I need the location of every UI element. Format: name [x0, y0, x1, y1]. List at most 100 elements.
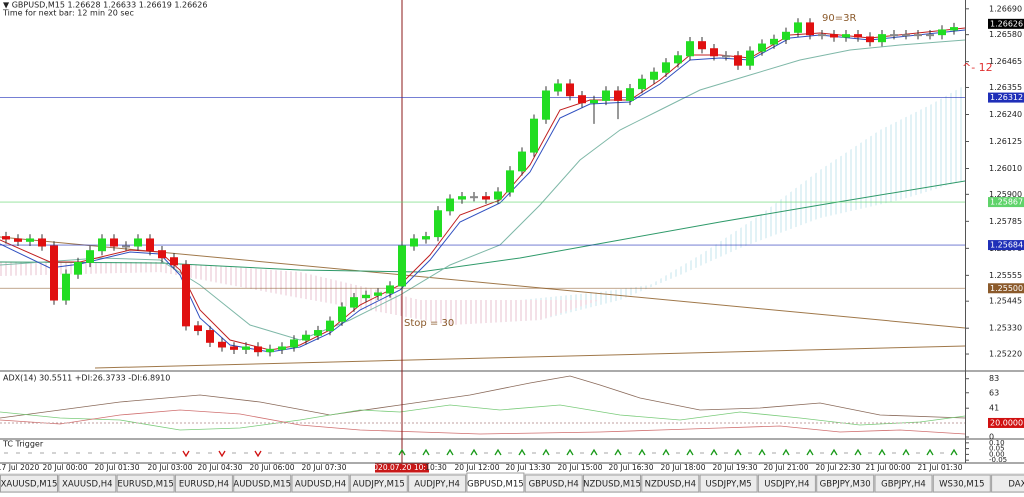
tab[interactable] [991, 474, 1024, 493]
candle-body [266, 348, 274, 353]
trigger-arrow [470, 448, 478, 456]
trigger-arrow [782, 448, 790, 456]
candle-body [806, 22, 814, 36]
trigger-arrow [518, 448, 526, 456]
y-tick-label: 1.25220 [989, 350, 1022, 359]
tab[interactable] [58, 474, 117, 493]
cursor-time-box [375, 463, 429, 473]
tab-label[interactable]: AUDUSD,H4 [295, 480, 346, 490]
candle-body [722, 55, 730, 58]
candle-body [326, 320, 334, 332]
trigger-arrow [806, 448, 814, 456]
tab-label[interactable]: GBPUSD,H4 [529, 480, 579, 490]
tab[interactable] [641, 474, 700, 493]
candle-body [302, 334, 310, 341]
tab[interactable] [699, 474, 758, 493]
time-label: 20 Jul 03:00 [148, 463, 193, 472]
candle-body [734, 55, 742, 66]
tab[interactable] [233, 474, 292, 493]
time-label: 2020.07.20 10:15 [369, 463, 436, 472]
tab-label[interactable]: EURUSD,M15 [117, 480, 174, 490]
candle-body [122, 245, 130, 248]
trend-line [94, 345, 966, 369]
tab-label[interactable]: AUDJPY,H4 [414, 480, 460, 490]
tab-label[interactable]: AUDJPY,M15 [353, 480, 405, 490]
time-label: 20 Jul 06:00 [250, 463, 295, 472]
header-timer: Time for next bar: 12 min 20 sec [2, 9, 134, 18]
tab[interactable] [0, 474, 58, 493]
tab[interactable] [524, 474, 583, 493]
candle-body [338, 306, 346, 322]
trigger-title: TC Trigger [2, 440, 44, 449]
candle-body [794, 22, 802, 33]
candle-body [578, 95, 586, 104]
tab[interactable] [816, 474, 875, 493]
candle-body [638, 78, 646, 90]
tab[interactable] [874, 474, 933, 493]
trigger-arrow [950, 448, 958, 456]
trigger-arrow [422, 448, 430, 456]
tab[interactable] [932, 474, 991, 493]
candle-body [602, 90, 610, 101]
candle-body [506, 170, 514, 193]
candle-body [386, 285, 394, 294]
candle-body [110, 238, 118, 247]
slow-ma [0, 180, 966, 273]
tab[interactable] [408, 474, 467, 493]
candle-body [746, 50, 754, 66]
candle-body [458, 196, 466, 200]
level-box [988, 240, 1024, 251]
y-tick-label: 1.25330 [989, 324, 1022, 333]
candle-body [410, 238, 418, 247]
tab-label[interactable]: GBPJPY,M30 [820, 480, 871, 490]
tab-label[interactable]: XAUUSD,H4 [62, 480, 113, 490]
ichimoku-cloud-bear [0, 262, 600, 325]
candle-body [626, 88, 634, 101]
tab-label[interactable]: DAX3 [1008, 480, 1024, 490]
tab-label[interactable]: EURUSD,H4 [179, 480, 229, 490]
tab-label[interactable]: WS30,M15 [939, 480, 984, 490]
candle-body [854, 34, 862, 38]
tab-label[interactable]: AUDUSD,M15 [233, 480, 291, 490]
trigger-arrow [926, 448, 934, 456]
tab[interactable] [583, 474, 641, 493]
y-tick-label: 1.26240 [989, 110, 1022, 119]
trigger-arrow [638, 448, 646, 456]
tab-label[interactable]: GBPJPY,H4 [881, 480, 926, 490]
tab-label[interactable]: USDJPY,M5 [705, 480, 751, 490]
candle-body [674, 55, 682, 64]
tab[interactable] [349, 474, 408, 493]
time-label: 20 Jul 00:00 [43, 463, 88, 472]
tab[interactable] [757, 474, 816, 493]
tab-label[interactable]: GBPUSD,M15 [467, 480, 524, 490]
y-tick-label: 1.26580 [989, 30, 1022, 39]
candle-body [566, 83, 574, 97]
annotation: ^- 12 [962, 61, 993, 74]
candle-body [446, 198, 454, 212]
candle-body [890, 34, 898, 37]
time-label: 20 Jul 01:30 [95, 463, 140, 472]
candle-body [98, 238, 106, 252]
candle-body [398, 245, 406, 287]
trigger-tick-label: 0.05 [989, 445, 1005, 453]
time-label: 21 Jul 01:30 [918, 463, 963, 472]
time-label: 20 Jul 04:30 [198, 463, 243, 472]
trigger-tick-label: 0.00 [989, 450, 1005, 458]
tab-label[interactable]: USDJPY,H4 [764, 480, 809, 490]
candle-body [158, 250, 166, 259]
tab-label[interactable]: NZDUSD,M15 [583, 480, 641, 490]
tab[interactable] [466, 472, 525, 493]
tab[interactable] [291, 474, 350, 493]
trigger-arrow [494, 448, 502, 456]
tab[interactable] [174, 474, 233, 493]
trigger-arrow [542, 448, 550, 456]
tab[interactable] [116, 474, 175, 493]
time-label: 17 Jul 2020 [0, 463, 39, 472]
plus-di-line [0, 404, 966, 431]
tab-label[interactable]: XAUUSD,M15 [1, 480, 58, 490]
tab-label[interactable]: NZDUSD,H4 [645, 480, 696, 490]
candle-body [650, 71, 658, 80]
candle-body [362, 294, 370, 299]
candle-body [422, 236, 430, 240]
